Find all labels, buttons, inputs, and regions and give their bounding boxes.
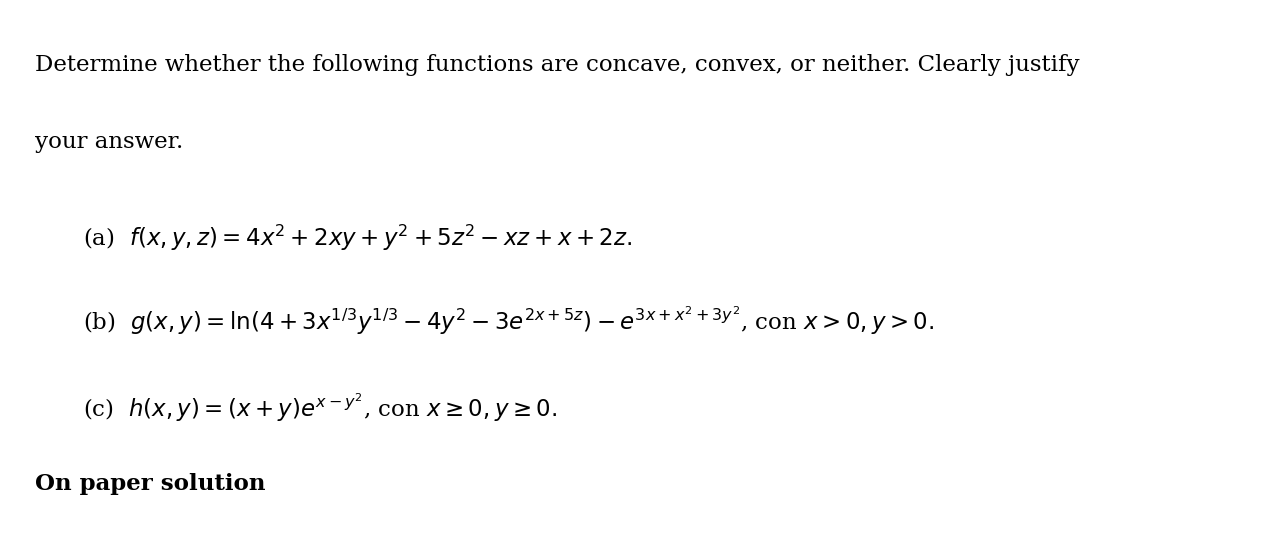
Text: (a)  $f(x, y, z) = 4x^2 + 2xy + y^2 + 5z^2 - xz + x + 2z.$: (a) $f(x, y, z) = 4x^2 + 2xy + y^2 + 5z^… [83, 223, 633, 254]
Text: (b)  $g(x, y) = \ln(4 + 3x^{1/3}y^{1/3} - 4y^2 - 3e^{2x+5z}) - e^{3x+x^2+3y^2}$,: (b) $g(x, y) = \ln(4 + 3x^{1/3}y^{1/3} -… [83, 305, 935, 337]
Text: On paper solution: On paper solution [35, 473, 266, 495]
Text: Determine whether the following functions are concave, convex, or neither. Clear: Determine whether the following function… [35, 54, 1080, 76]
Text: your answer.: your answer. [35, 131, 182, 152]
Text: (c)  $h(x, y) = (x + y)e^{x-y^2}$, con $x \geq 0, y \geq 0.$: (c) $h(x, y) = (x + y)e^{x-y^2}$, con $x… [83, 392, 557, 424]
